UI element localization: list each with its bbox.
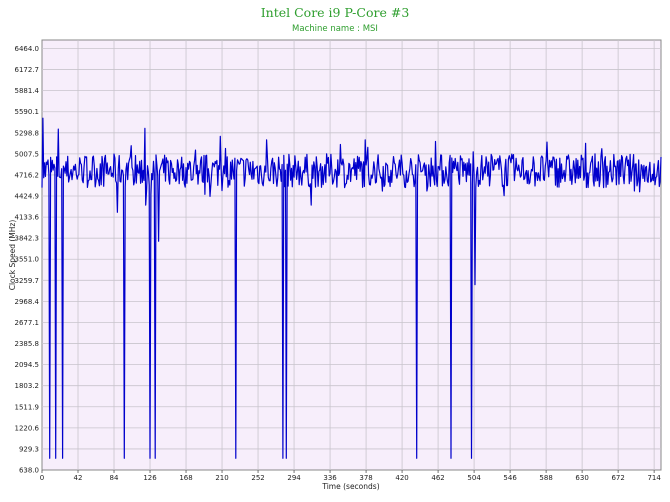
x-tick-label: 42 — [74, 474, 83, 482]
x-tick-label: 0 — [40, 474, 44, 482]
y-tick-label: 5590.1 — [15, 108, 40, 116]
y-tick-label: 5007.5 — [15, 150, 40, 158]
x-tick-label: 504 — [467, 474, 481, 482]
y-tick-label: 5881.4 — [15, 87, 40, 95]
x-tick-label: 420 — [395, 474, 408, 482]
x-tick-label: 126 — [143, 474, 157, 482]
y-tick-label: 3842.3 — [15, 235, 40, 243]
x-tick-label: 252 — [251, 474, 264, 482]
x-tick-label: 546 — [503, 474, 517, 482]
y-tick-label: 2968.4 — [15, 298, 40, 306]
y-tick-label: 4133.6 — [15, 214, 40, 222]
x-axis-ticks: 0 42 84 126 168 210 252 294 336 378 420 462 504 546 58… — [40, 470, 661, 482]
y-tick-label: 638.0 — [19, 467, 39, 475]
x-tick-label: 378 — [359, 474, 372, 482]
x-tick-label: 588 — [539, 474, 552, 482]
x-tick-label: 294 — [287, 474, 301, 482]
y-axis-label: Clock Speed (MHz) — [8, 220, 17, 291]
x-axis-label: Time (seconds) — [321, 482, 379, 491]
y-tick-label: 6172.7 — [15, 66, 40, 74]
y-tick-label: 4424.9 — [15, 193, 40, 201]
y-tick-label: 6464.0 — [15, 45, 40, 53]
plot-area — [41, 39, 662, 471]
x-tick-label: 714 — [647, 474, 661, 482]
y-tick-label: 3259.7 — [15, 277, 40, 285]
y-tick-label: 2385.8 — [15, 340, 40, 348]
y-tick-label: 3551.0 — [15, 256, 40, 264]
y-tick-label: 1220.6 — [15, 424, 40, 432]
chart-subtitle: Machine name : MSI — [292, 24, 378, 34]
x-tick-label: 630 — [575, 474, 588, 482]
y-tick-label: 2094.5 — [15, 361, 40, 369]
x-tick-label: 336 — [323, 474, 337, 482]
x-tick-label: 672 — [611, 474, 624, 482]
x-tick-label: 210 — [215, 474, 228, 482]
series-line — [41, 117, 662, 459]
y-tick-label: 1803.2 — [15, 382, 40, 390]
chart-title: Intel Core i9 P-Core #3 — [261, 5, 410, 20]
y-tick-label: 929.3 — [19, 445, 39, 453]
y-tick-label: 2677.1 — [15, 319, 40, 327]
x-tick-label: 84 — [110, 474, 119, 482]
y-axis-ticks: 638.0 929.3 1220.6 1511.9 1803.2 2094.5 2385.8… — [15, 45, 40, 475]
x-tick-label: 168 — [179, 474, 192, 482]
y-tick-label: 1511.9 — [15, 403, 40, 411]
y-tick-label: 4716.2 — [15, 171, 40, 179]
x-tick-label: 462 — [431, 474, 444, 482]
y-tick-label: 5298.8 — [15, 129, 40, 137]
